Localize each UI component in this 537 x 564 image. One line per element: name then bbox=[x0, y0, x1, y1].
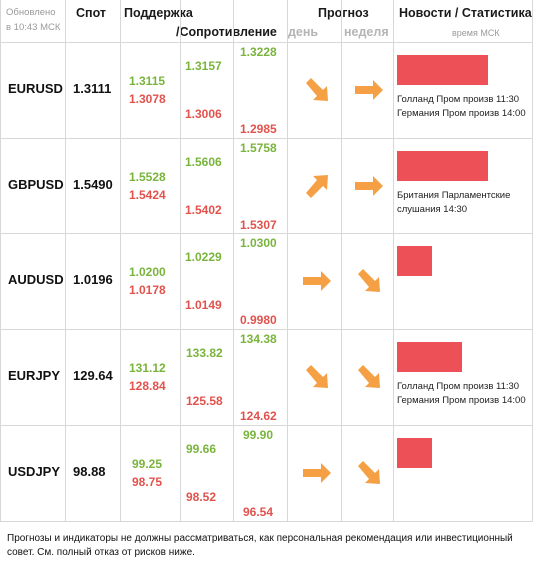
news-item: Германия Пром произв 14:00 bbox=[397, 395, 526, 406]
spot-value: 1.3111 bbox=[73, 81, 112, 96]
level3-support: 1.2985 bbox=[240, 122, 277, 136]
level2-resistance: 133.82 bbox=[186, 346, 223, 360]
grid-vline bbox=[0, 0, 1, 521]
level3-resistance: 134.38 bbox=[240, 332, 277, 346]
down-right-arrow-icon bbox=[353, 265, 385, 297]
news-item: Голланд Пром произв 11:30 bbox=[397, 381, 520, 392]
news-item: Голланд Пром произв 11:30 bbox=[397, 94, 520, 105]
level1-support: 1.0178 bbox=[129, 283, 166, 297]
level1-resistance: 131.12 bbox=[129, 361, 166, 375]
pair-label: EURUSD bbox=[8, 81, 63, 96]
right-arrow-icon bbox=[301, 265, 333, 297]
news-importance-bar bbox=[397, 151, 488, 181]
right-arrow-icon bbox=[353, 170, 385, 202]
grid-vline bbox=[120, 0, 121, 521]
down-right-arrow-icon bbox=[301, 361, 333, 393]
grid-hline bbox=[0, 425, 533, 426]
right-arrow-icon bbox=[301, 457, 333, 489]
grid-vline bbox=[532, 0, 533, 521]
news-importance-bar bbox=[397, 438, 432, 468]
level3-resistance: 1.0300 bbox=[240, 236, 277, 250]
grid-vline bbox=[65, 0, 66, 521]
grid-hline bbox=[0, 233, 533, 234]
level2-resistance: 1.5606 bbox=[185, 155, 222, 169]
level1-resistance: 99.25 bbox=[132, 457, 163, 471]
spot-header: Спот bbox=[76, 6, 107, 20]
spot-value: 98.88 bbox=[73, 464, 106, 479]
grid-hline bbox=[0, 138, 533, 139]
level1-support: 1.5424 bbox=[129, 188, 166, 202]
level2-support: 1.0149 bbox=[185, 298, 222, 312]
level2-resistance: 1.0229 bbox=[185, 250, 222, 264]
news-item: Германия Пром произв 14:00 bbox=[397, 108, 526, 119]
disclaimer-text: Прогнозы и индикаторы не должны рассматр… bbox=[7, 533, 513, 558]
level1-resistance: 1.5528 bbox=[129, 170, 166, 184]
down-right-arrow-icon bbox=[301, 74, 333, 106]
day-header: день bbox=[288, 25, 319, 39]
grid-hline bbox=[0, 42, 533, 43]
level2-support: 125.58 bbox=[186, 394, 223, 408]
down-right-arrow-icon bbox=[353, 361, 385, 393]
grid-hline bbox=[0, 521, 533, 522]
level2-resistance: 99.66 bbox=[186, 442, 217, 456]
level3-resistance: 1.5758 bbox=[240, 141, 277, 155]
time-msk-label: время МСК bbox=[452, 28, 500, 38]
week-header: неделя bbox=[344, 25, 389, 39]
news-header: Новости / Статистика bbox=[399, 6, 532, 20]
grid-vline bbox=[341, 0, 342, 521]
spot-value: 1.0196 bbox=[73, 272, 113, 287]
spot-value: 1.5490 bbox=[73, 177, 113, 192]
updated-label: Обновлено bbox=[6, 7, 56, 18]
up-right-arrow-icon bbox=[301, 170, 333, 202]
level3-support: 0.9980 bbox=[240, 313, 277, 327]
news-item: слушания 14:30 bbox=[397, 204, 468, 215]
grid-hline bbox=[0, 329, 533, 330]
level3-resistance: 99.90 bbox=[243, 428, 274, 442]
level1-resistance: 1.3115 bbox=[129, 74, 166, 88]
pair-label: AUDUSD bbox=[8, 272, 64, 287]
news-importance-bar bbox=[397, 55, 488, 85]
level1-support: 128.84 bbox=[129, 379, 166, 393]
level2-support: 1.5402 bbox=[185, 203, 222, 217]
spot-value: 129.64 bbox=[73, 368, 113, 383]
updated-time: в 10:43 МСК bbox=[6, 22, 61, 33]
grid-vline bbox=[393, 0, 394, 521]
level2-support: 98.52 bbox=[186, 490, 217, 504]
pair-label: EURJPY bbox=[8, 368, 61, 383]
level1-support: 98.75 bbox=[132, 475, 163, 489]
news-item: Британия Парламентские bbox=[397, 190, 511, 201]
level2-support: 1.3006 bbox=[185, 107, 222, 121]
level1-resistance: 1.0200 bbox=[129, 265, 166, 279]
pair-label: USDJPY bbox=[8, 464, 61, 479]
grid-vline bbox=[233, 0, 234, 521]
down-right-arrow-icon bbox=[353, 457, 385, 489]
news-importance-bar bbox=[397, 342, 462, 372]
level3-support: 124.62 bbox=[240, 409, 277, 423]
grid-vline bbox=[287, 0, 288, 521]
forecast-header: Прогноз bbox=[318, 6, 369, 20]
level1-support: 1.3078 bbox=[129, 92, 166, 106]
support-header: Поддержка bbox=[124, 6, 193, 20]
level3-resistance: 1.3228 bbox=[240, 45, 277, 59]
news-importance-bar bbox=[397, 246, 432, 276]
level3-support: 96.54 bbox=[243, 505, 274, 519]
level2-resistance: 1.3157 bbox=[185, 59, 222, 73]
resistance-header: /Сопротивление bbox=[176, 25, 277, 39]
right-arrow-icon bbox=[353, 74, 385, 106]
grid-vline bbox=[180, 0, 181, 521]
level3-support: 1.5307 bbox=[240, 218, 277, 232]
pair-label: GBPUSD bbox=[8, 177, 64, 192]
